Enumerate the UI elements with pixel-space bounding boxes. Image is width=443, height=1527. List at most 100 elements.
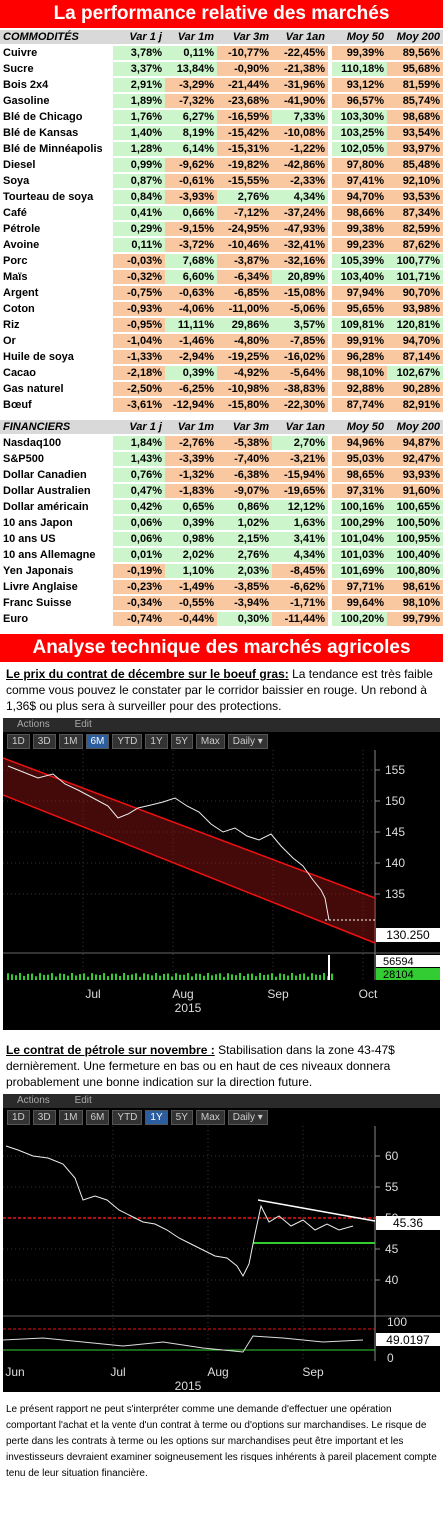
disclaimer: Le présent rapport ne peut s'interpréter…	[6, 1404, 437, 1479]
financials-header: FINANCIERS	[0, 420, 113, 434]
value-cell: -19,25%	[217, 350, 272, 364]
value-cell: 100,95%	[387, 532, 443, 546]
volume-bar	[19, 973, 21, 980]
range-button[interactable]: 1Y	[145, 1109, 168, 1125]
spacer	[328, 190, 332, 204]
value-cell: -5,06%	[272, 302, 328, 316]
range-button[interactable]: YTD	[112, 1109, 143, 1125]
range-button[interactable]: 1M	[58, 733, 83, 749]
value-cell: 81,59%	[387, 78, 443, 92]
value-cell: -22,45%	[272, 46, 328, 60]
row-name: Maïs	[3, 271, 28, 283]
value-cell: -10,46%	[217, 238, 272, 252]
value-cell: -32,41%	[272, 238, 328, 252]
table-row: Dollar Canadien 0,76% -1,32% -6,38% -15,94% 9…	[0, 468, 443, 482]
spacer	[328, 142, 332, 156]
spacer	[328, 596, 332, 610]
range-button[interactable]: 3D	[32, 1109, 56, 1125]
range-button[interactable]: YTD	[112, 733, 143, 749]
x-tick-label: Sep	[267, 987, 289, 1001]
value-cell: 94,87%	[387, 436, 443, 450]
value-cell: -1,71%	[272, 596, 328, 610]
value-cell: 93,98%	[387, 302, 443, 316]
volume-bar	[167, 973, 169, 980]
range-button[interactable]: 1M	[58, 1109, 83, 1125]
value-cell: 1,63%	[272, 516, 328, 530]
value-cell: -3,87%	[217, 254, 272, 268]
value-cell: 94,70%	[387, 334, 443, 348]
edit-menu[interactable]: Edit	[74, 719, 92, 730]
value-cell: -21,38%	[272, 62, 328, 76]
value-cell: 2,70%	[272, 436, 328, 450]
volume-bar	[43, 974, 45, 980]
spacer	[328, 46, 332, 60]
actions-menu[interactable]: Actions	[17, 719, 50, 730]
volume-bar	[147, 974, 149, 980]
col-header: Moy 200	[387, 420, 443, 434]
table-row: Argent -0,75% -0,63% -6,85% -15,08% 97,94% 90,…	[0, 286, 443, 300]
value-cell: 7,33%	[272, 110, 328, 124]
value-cell: 0,99%	[113, 158, 165, 172]
volume-bar	[59, 973, 61, 980]
range-button[interactable]: Max	[195, 733, 225, 749]
range-button[interactable]: 6M	[85, 1109, 110, 1125]
table-row: Avoine 0,11% -3,72% -10,46% -32,41% 99,23% 87,…	[0, 238, 443, 252]
x-tick-label: Jun	[5, 1365, 24, 1379]
value-cell: 99,91%	[332, 334, 387, 348]
financials-table: FINANCIERS Var 1 j Var 1m Var 3m Var 1an…	[0, 418, 443, 628]
value-cell: 87,14%	[387, 350, 443, 364]
range-button[interactable]: 1Y	[145, 733, 168, 749]
value-cell: -16,59%	[217, 110, 272, 124]
col-header: Var 1an	[272, 420, 328, 434]
row-name: Livre Anglaise	[3, 581, 78, 593]
row-name: 10 ans US	[3, 533, 56, 545]
value-cell: -1,22%	[272, 142, 328, 156]
spacer	[328, 580, 332, 594]
range-button[interactable]: 1D	[7, 733, 30, 749]
range-button[interactable]: 3D	[32, 733, 56, 749]
x-year-label: 2015	[175, 1001, 202, 1015]
row-name: Coton	[3, 303, 35, 315]
value-cell: 4,34%	[272, 190, 328, 204]
range-button[interactable]: Daily ▾	[227, 733, 268, 749]
value-cell: -8,45%	[272, 564, 328, 578]
x-tick-label: Aug	[207, 1365, 228, 1379]
range-button[interactable]: 1D	[7, 1109, 30, 1125]
value-cell: 93,54%	[387, 126, 443, 140]
value-cell: -6,85%	[217, 286, 272, 300]
edit-menu[interactable]: Edit	[74, 1095, 92, 1106]
volume-bar	[259, 973, 261, 980]
oil-text: Stabilisation dans la zone 43-47$ derniè…	[6, 1043, 395, 1089]
range-button[interactable]: 6M	[85, 733, 110, 749]
vol-label-bg	[376, 955, 440, 967]
range-button[interactable]: 5Y	[170, 1109, 193, 1125]
spacer	[328, 516, 332, 530]
range-button[interactable]: 5Y	[170, 733, 193, 749]
range-button[interactable]: Daily ▾	[227, 1109, 268, 1125]
range-selector: 1D 3D 1M 6M YTD 1Y 5Y Max Daily ▾	[3, 732, 440, 750]
value-cell: 98,10%	[387, 596, 443, 610]
trend-line	[257, 1199, 376, 1222]
x-tick-label: Jul	[85, 987, 100, 1001]
value-cell: 3,78%	[113, 46, 165, 60]
table-row: Pétrole 0,29% -9,15% -24,95% -47,93% 99,38% 82…	[0, 222, 443, 236]
value-cell: 0,11%	[165, 46, 217, 60]
table-row: Yen Japonais -0,19% 1,10% 2,03% -8,45% 101,69…	[0, 564, 443, 578]
row-name: Argent	[3, 287, 39, 299]
value-cell: 96,57%	[332, 94, 387, 108]
table-row: Blé de Minnéapolis 1,28% 6,14% -15,31% -1,22…	[0, 142, 443, 156]
range-button[interactable]: Max	[195, 1109, 225, 1125]
y-tick-label: 60	[385, 1149, 399, 1163]
volume-bar	[331, 973, 333, 980]
value-cell: 0,98%	[165, 532, 217, 546]
volume-bar	[123, 973, 125, 980]
spacer	[328, 548, 332, 562]
value-cell: 4,34%	[272, 548, 328, 562]
actions-menu[interactable]: Actions	[17, 1095, 50, 1106]
value-cell: -0,63%	[165, 286, 217, 300]
col-header: Var 1 j	[113, 30, 165, 44]
value-cell: 92,10%	[387, 174, 443, 188]
volume-bar	[111, 973, 113, 980]
value-cell: -4,06%	[165, 302, 217, 316]
volume-bar	[39, 973, 41, 980]
